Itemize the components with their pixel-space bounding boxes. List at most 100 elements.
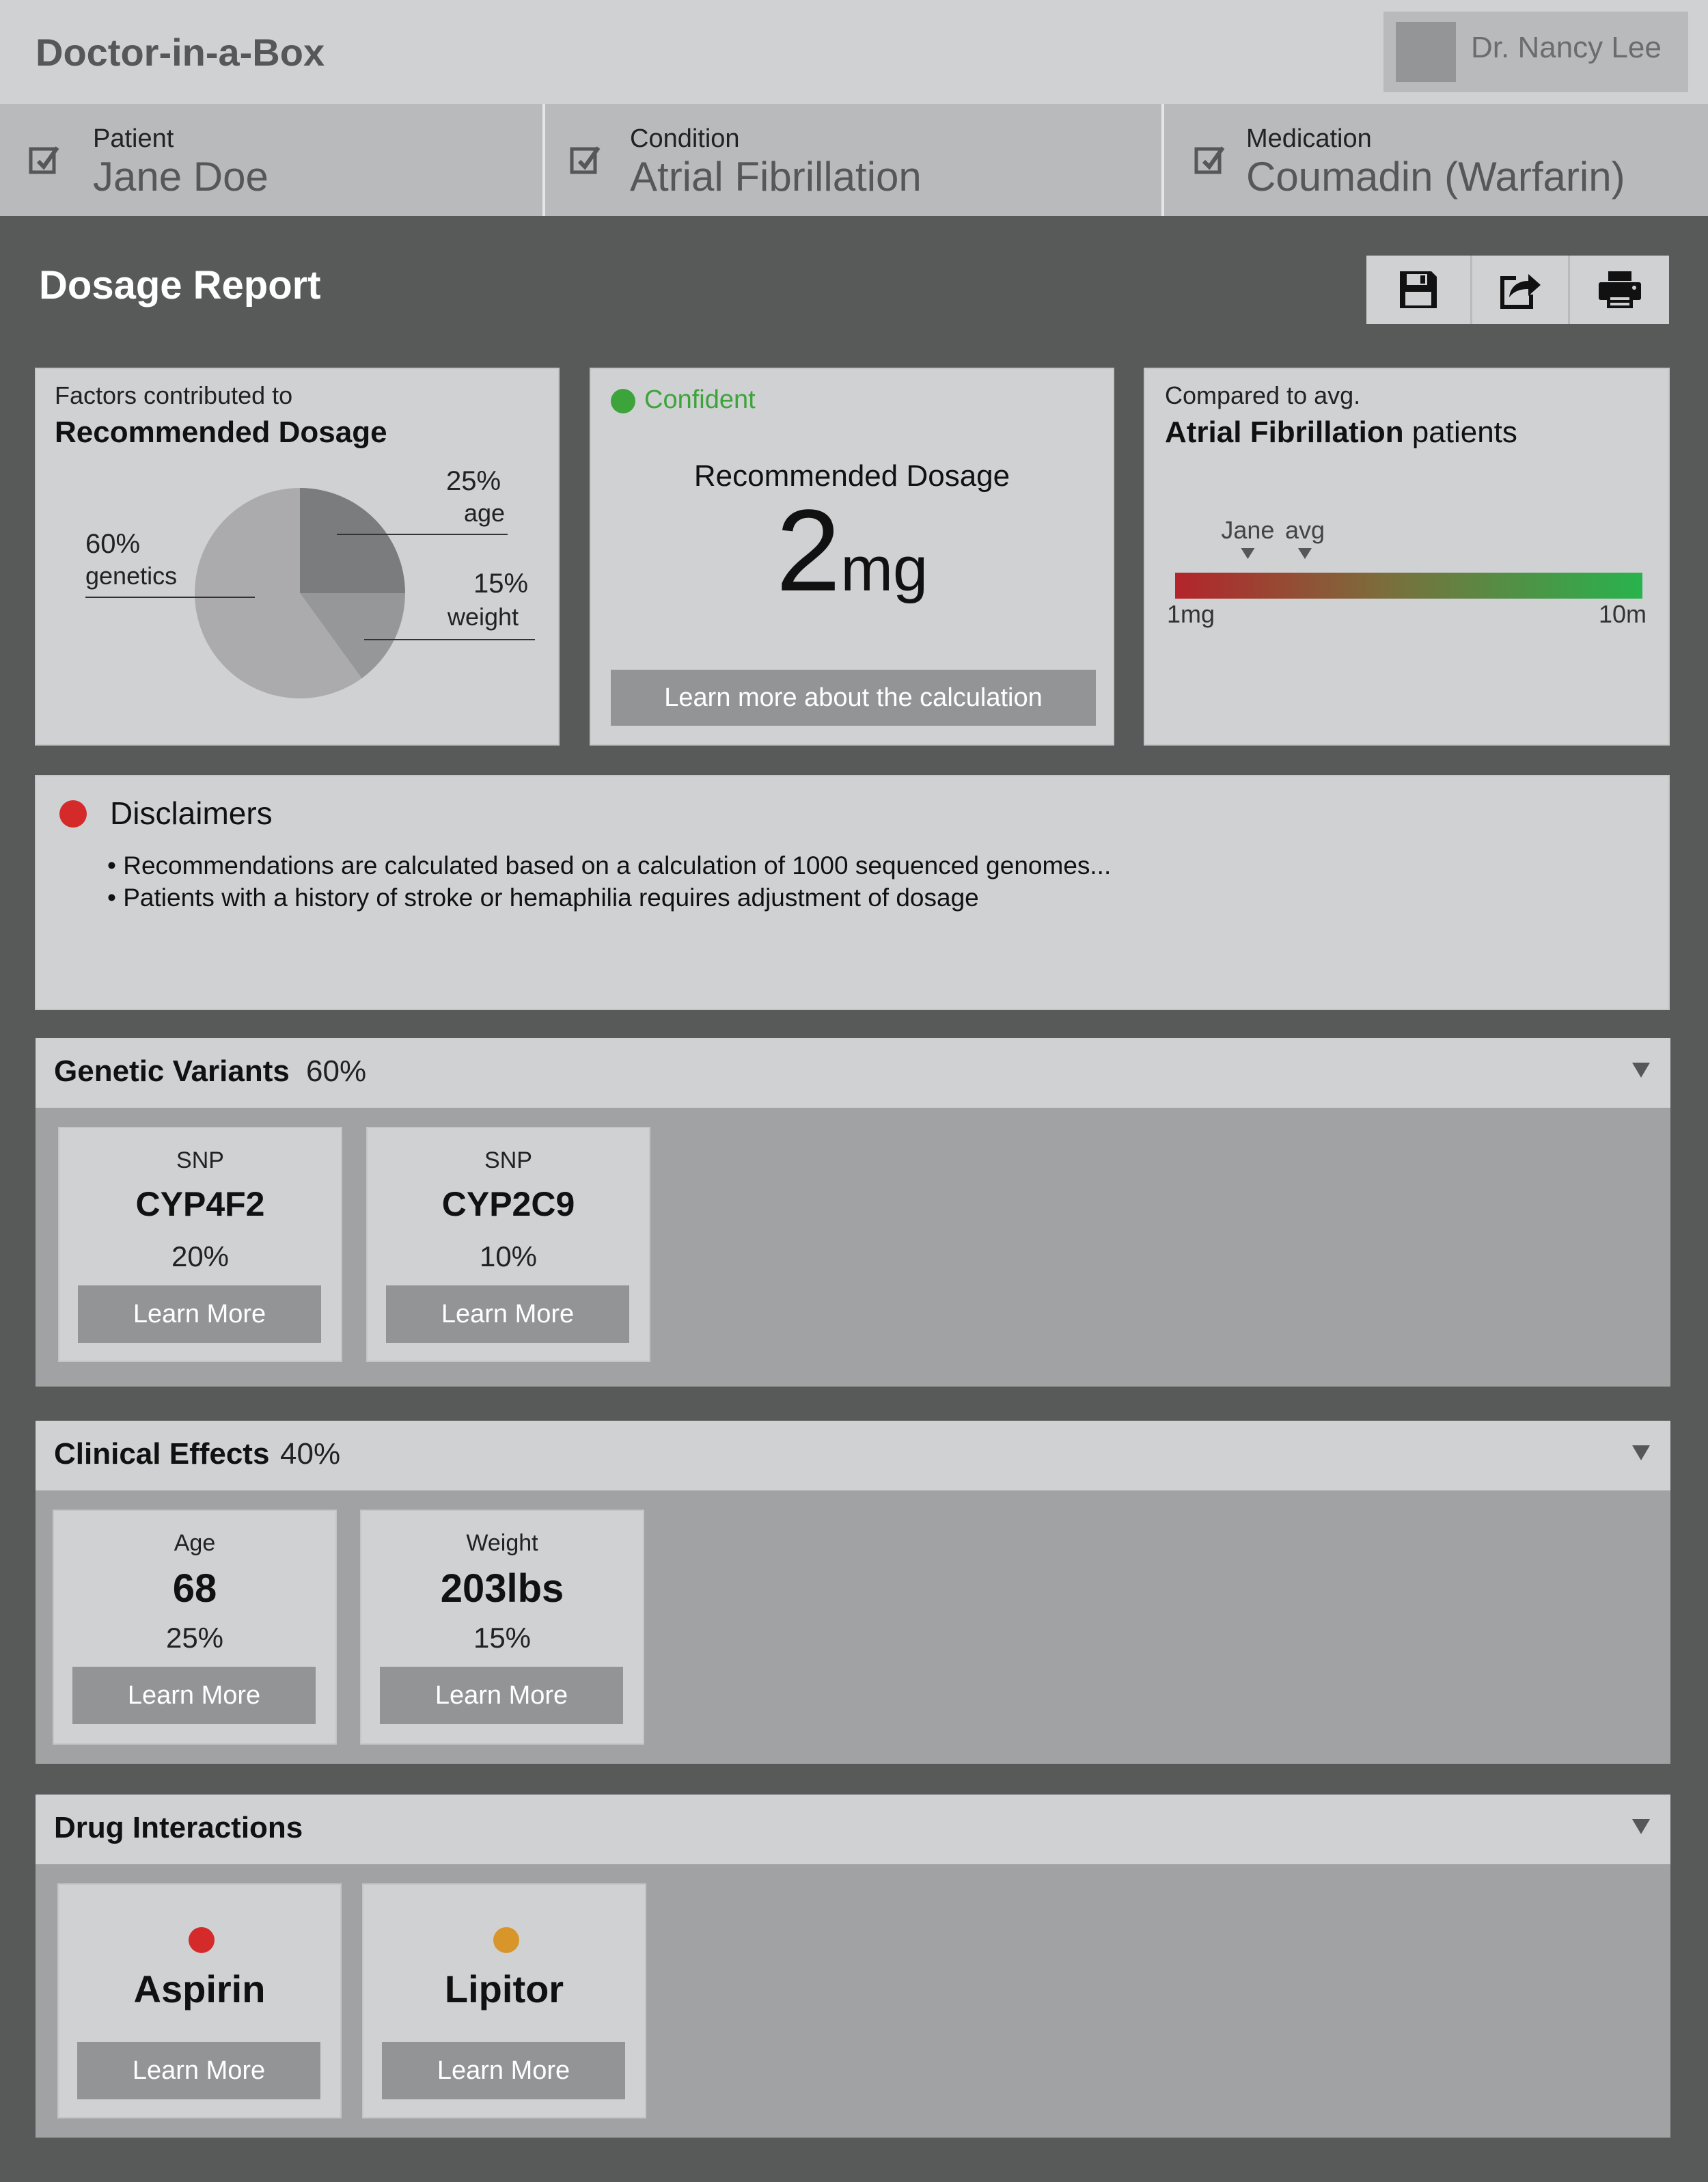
patient-selector[interactable]: Patient Jane Doe [0, 104, 542, 216]
learn-more-calculation-button[interactable]: Learn more about the calculation [611, 670, 1096, 726]
scale-max-label: 10m [1599, 600, 1647, 628]
genetic-variants-body: SNP CYP4F2 20% Learn More SNP CYP2C9 10%… [36, 1108, 1670, 1387]
tile-percent: 10% [479, 1240, 538, 1272]
dosage-unit: mg [840, 534, 928, 604]
tile-name: CYP2C9 [441, 1185, 575, 1223]
disclaimers-panel: Disclaimers • Recommendations are calcul… [35, 775, 1670, 1010]
confidence-status: Confident [644, 385, 756, 414]
compare-card: Compared to avg. Atrial Fibrillation pat… [1144, 368, 1670, 746]
clinical-effects-body: Age 68 25% Learn More Weight 203lbs 15% … [36, 1490, 1670, 1764]
save-icon [1400, 271, 1437, 308]
user-menu[interactable]: Dr. Nancy Lee [1383, 12, 1688, 92]
patient-name: Jane Doe [93, 154, 268, 200]
page-title: Dosage Report [39, 263, 321, 308]
marker-pointer-avg [1298, 548, 1312, 559]
patient-label: Patient [93, 124, 174, 153]
tile-kicker: Age [174, 1530, 216, 1556]
marker-label-avg: avg [1285, 516, 1325, 544]
pie-slice-genetics [194, 488, 362, 698]
clinical-card-weight: Weight 203lbs 15% Learn More [360, 1510, 644, 1745]
age-label: age [464, 499, 506, 527]
tile-name: 68 [172, 1566, 217, 1611]
user-name: Dr. Nancy Lee [1471, 31, 1662, 64]
pie-slice-weight [300, 593, 405, 679]
learn-more-button[interactable]: Learn More [78, 1285, 321, 1343]
compare-heading-suffix: patients [1403, 415, 1517, 449]
tile-name: Lipitor [444, 1967, 564, 2010]
genetics-percent: 60% [85, 529, 141, 559]
tile-name: 203lbs [440, 1566, 564, 1611]
marker-label-Jane: Jane [1221, 516, 1274, 544]
factors-pie-chart [85, 488, 535, 698]
share-button[interactable] [1472, 256, 1568, 324]
tile-percent: 25% [165, 1622, 224, 1654]
report-toolbar [1366, 256, 1669, 324]
condition-name: Atrial Fibrillation [630, 154, 922, 200]
genetic-variants-header[interactable]: Genetic Variants 60% [36, 1038, 1670, 1108]
condition-label: Condition [630, 124, 740, 153]
marker-pointer-Jane [1241, 548, 1255, 559]
tile-percent: 15% [473, 1622, 532, 1654]
learn-more-button[interactable]: Learn More [386, 1285, 629, 1343]
chevron-down-icon[interactable] [1632, 1445, 1650, 1460]
drug-interactions-header[interactable]: Drug Interactions [36, 1795, 1670, 1864]
status-dot [611, 389, 635, 413]
app-title: Doctor-in-a-Box [36, 31, 325, 74]
medication-label: Medication [1246, 124, 1372, 153]
weight-percent: 15% [473, 569, 529, 599]
section-percent: 40% [280, 1437, 341, 1471]
drug-card-lipitor: Lipitor Learn More [362, 1883, 646, 2118]
tile-name: CYP4F2 [135, 1185, 265, 1223]
alert-dot [59, 800, 87, 828]
dosage-value-group: 2mg [591, 489, 1113, 612]
factors-heading: Recommended Dosage [55, 415, 387, 449]
compare-heading: Atrial Fibrillation patients [1165, 415, 1517, 450]
section-title: Drug Interactions [54, 1811, 303, 1844]
dosage-value: 2 [775, 486, 841, 616]
disclaimers-title: Disclaimers [110, 795, 273, 831]
interaction-severity-dot [493, 1927, 519, 1953]
factors-card: Factors contributed to Recommended Dosag… [35, 368, 560, 746]
learn-more-button[interactable]: Learn More [380, 1667, 623, 1724]
top-bar: Doctor-in-a-Box Dr. Nancy Lee [0, 0, 1708, 104]
interaction-severity-dot [189, 1927, 215, 1953]
chevron-down-icon[interactable] [1632, 1063, 1650, 1078]
edit-icon[interactable] [29, 144, 60, 175]
snp-card-cyp4f2: SNP CYP4F2 20% Learn More [58, 1127, 342, 1362]
section-title: Clinical Effects [54, 1437, 270, 1471]
condition-selector[interactable]: Condition Atrial Fibrillation [545, 104, 1161, 216]
divider [1568, 256, 1570, 324]
print-icon [1598, 271, 1641, 308]
share-icon [1500, 274, 1541, 309]
edit-icon[interactable] [1194, 144, 1226, 175]
print-button[interactable] [1570, 256, 1669, 324]
divider [542, 104, 545, 216]
drug-card-aspirin: Aspirin Learn More [57, 1883, 342, 2118]
clinical-card-age: Age 68 25% Learn More [53, 1510, 337, 1745]
section-percent: 60% [306, 1054, 367, 1088]
scale-bar [1175, 573, 1642, 599]
genetics-label: genetics [85, 562, 178, 590]
divider [1470, 256, 1472, 324]
medication-selector[interactable]: Medication Coumadin (Warfarin) [1164, 104, 1708, 216]
save-button[interactable] [1366, 256, 1470, 324]
compare-heading-condition: Atrial Fibrillation [1165, 415, 1404, 449]
pie-slice-age [300, 488, 405, 593]
chevron-down-icon[interactable] [1632, 1819, 1650, 1834]
tile-kicker: SNP [484, 1147, 532, 1173]
context-bar: Patient Jane Doe Condition Atrial Fibril… [0, 104, 1708, 216]
dosage-comparison-scale: Jane avg [1175, 516, 1642, 599]
compare-subtitle: Compared to avg. [1165, 381, 1361, 409]
disclaimer-item: • Recommendations are calculated based o… [107, 851, 1112, 879]
medication-name: Coumadin (Warfarin) [1246, 154, 1625, 200]
learn-more-button[interactable]: Learn More [382, 2042, 625, 2099]
weight-label: weight [447, 603, 519, 631]
edit-icon[interactable] [570, 144, 601, 175]
learn-more-button[interactable]: Learn More [72, 1667, 316, 1724]
dosage-card: Confident Recommended Dosage 2mg Learn m… [590, 368, 1114, 746]
learn-more-button[interactable]: Learn More [77, 2042, 320, 2099]
avatar [1396, 22, 1456, 82]
age-percent: 25% [446, 466, 501, 496]
section-title: Genetic Variants [54, 1054, 290, 1088]
clinical-effects-header[interactable]: Clinical Effects 40% [36, 1421, 1670, 1490]
